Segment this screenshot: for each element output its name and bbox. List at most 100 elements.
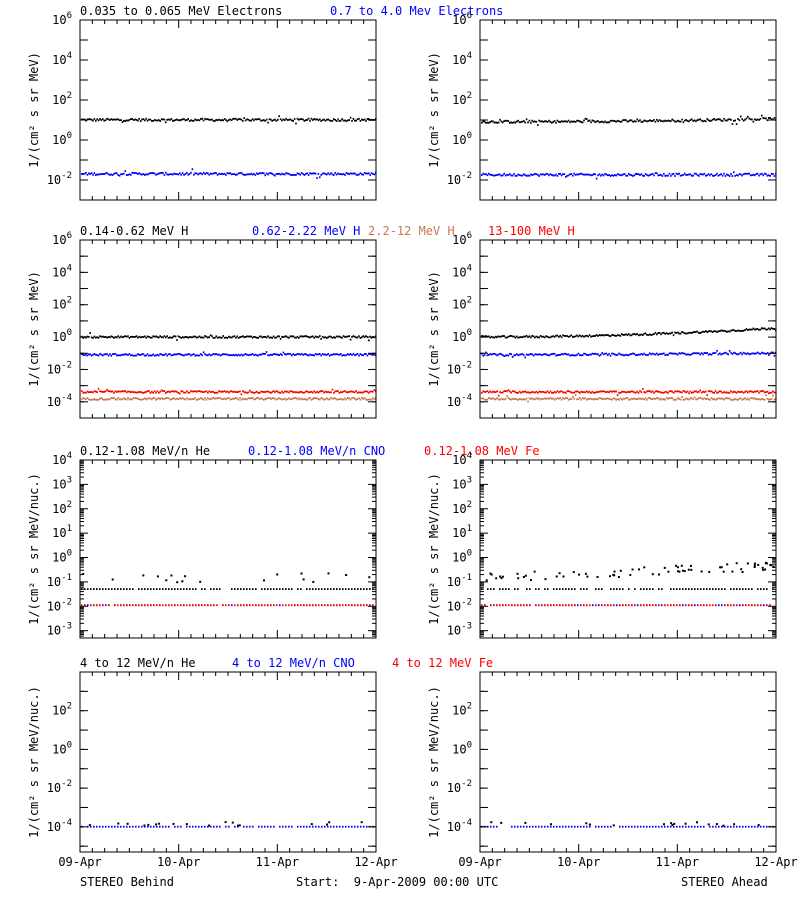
data-point xyxy=(588,397,591,400)
data-point xyxy=(348,588,350,590)
data-point xyxy=(671,118,673,121)
data-point xyxy=(288,397,290,400)
data-point xyxy=(581,354,584,357)
data-point xyxy=(507,174,510,176)
data-point xyxy=(174,119,177,121)
data-point xyxy=(521,336,524,339)
data-point xyxy=(745,825,747,828)
data-point xyxy=(228,604,230,607)
data-point xyxy=(763,172,766,175)
data-point xyxy=(208,390,210,393)
data-point xyxy=(159,398,161,401)
data-point xyxy=(516,174,518,177)
data-point xyxy=(240,171,243,174)
data-point xyxy=(625,604,627,607)
data-point xyxy=(516,392,518,394)
data-point xyxy=(229,118,231,121)
data-point xyxy=(295,174,297,176)
data-point xyxy=(142,574,145,577)
data-point xyxy=(686,332,689,335)
data-point xyxy=(642,120,644,123)
data-point xyxy=(513,354,515,357)
data-point xyxy=(628,398,630,401)
data-point xyxy=(486,354,489,357)
data-point xyxy=(319,353,321,355)
data-point xyxy=(719,390,721,393)
data-point xyxy=(730,329,732,332)
data-point xyxy=(686,353,689,356)
data-point xyxy=(535,397,538,400)
data-point xyxy=(278,391,280,394)
data-point xyxy=(250,353,252,356)
data-point xyxy=(327,588,329,590)
data-point xyxy=(510,398,512,401)
data-point xyxy=(709,604,711,607)
data-point xyxy=(193,353,195,356)
data-point xyxy=(756,328,759,330)
data-point xyxy=(490,604,492,607)
data-point xyxy=(562,604,564,607)
data-point xyxy=(354,825,356,828)
data-point xyxy=(265,118,268,121)
data-point xyxy=(90,604,92,607)
data-point xyxy=(148,397,150,400)
data-point xyxy=(127,174,129,176)
data-point xyxy=(316,177,318,179)
data-point xyxy=(104,336,107,338)
data-point xyxy=(773,398,776,401)
data-point xyxy=(530,121,532,124)
data-point xyxy=(263,172,265,175)
data-point xyxy=(237,172,240,175)
data-point xyxy=(524,356,526,359)
data-point xyxy=(197,398,199,401)
data-point xyxy=(194,118,196,121)
data-point xyxy=(204,390,206,393)
data-point xyxy=(518,174,521,176)
data-point xyxy=(688,331,690,334)
data-point xyxy=(152,172,154,174)
data-point xyxy=(538,588,540,590)
data-point xyxy=(570,120,573,123)
data-point xyxy=(550,825,552,828)
data-point xyxy=(305,119,307,122)
data-point xyxy=(228,391,230,394)
data-point xyxy=(738,119,741,122)
data-point xyxy=(632,398,634,400)
data-point xyxy=(504,174,507,177)
data-point xyxy=(361,336,363,339)
data-point xyxy=(326,823,328,826)
y-axis-label: 1/(cm² s sr MeV/nuc.) xyxy=(27,473,41,625)
data-point xyxy=(210,604,212,607)
data-point xyxy=(685,332,687,335)
data-point xyxy=(766,397,769,400)
data-point xyxy=(337,398,339,401)
data-point xyxy=(504,336,507,339)
data-point xyxy=(691,332,693,334)
data-point xyxy=(526,588,528,590)
data-point xyxy=(330,397,332,399)
data-point xyxy=(244,173,247,176)
data-point xyxy=(153,825,155,828)
data-point xyxy=(263,579,265,582)
data-point xyxy=(355,353,357,356)
data-point xyxy=(225,336,227,339)
data-point xyxy=(757,824,760,827)
data-point xyxy=(674,120,676,123)
data-point xyxy=(489,397,491,400)
data-point xyxy=(334,336,336,339)
data-point xyxy=(735,123,738,125)
data-point xyxy=(716,331,718,333)
data-point xyxy=(565,588,567,590)
data-point xyxy=(523,825,525,828)
data-point xyxy=(503,120,505,122)
data-point xyxy=(131,398,133,401)
data-point xyxy=(116,398,118,401)
data-point xyxy=(302,578,305,581)
data-point xyxy=(690,568,693,571)
data-point xyxy=(180,604,182,607)
data-point xyxy=(719,118,721,121)
data-point xyxy=(302,354,304,356)
data-point xyxy=(85,119,87,122)
data-point xyxy=(524,398,526,401)
data-point xyxy=(208,398,210,401)
